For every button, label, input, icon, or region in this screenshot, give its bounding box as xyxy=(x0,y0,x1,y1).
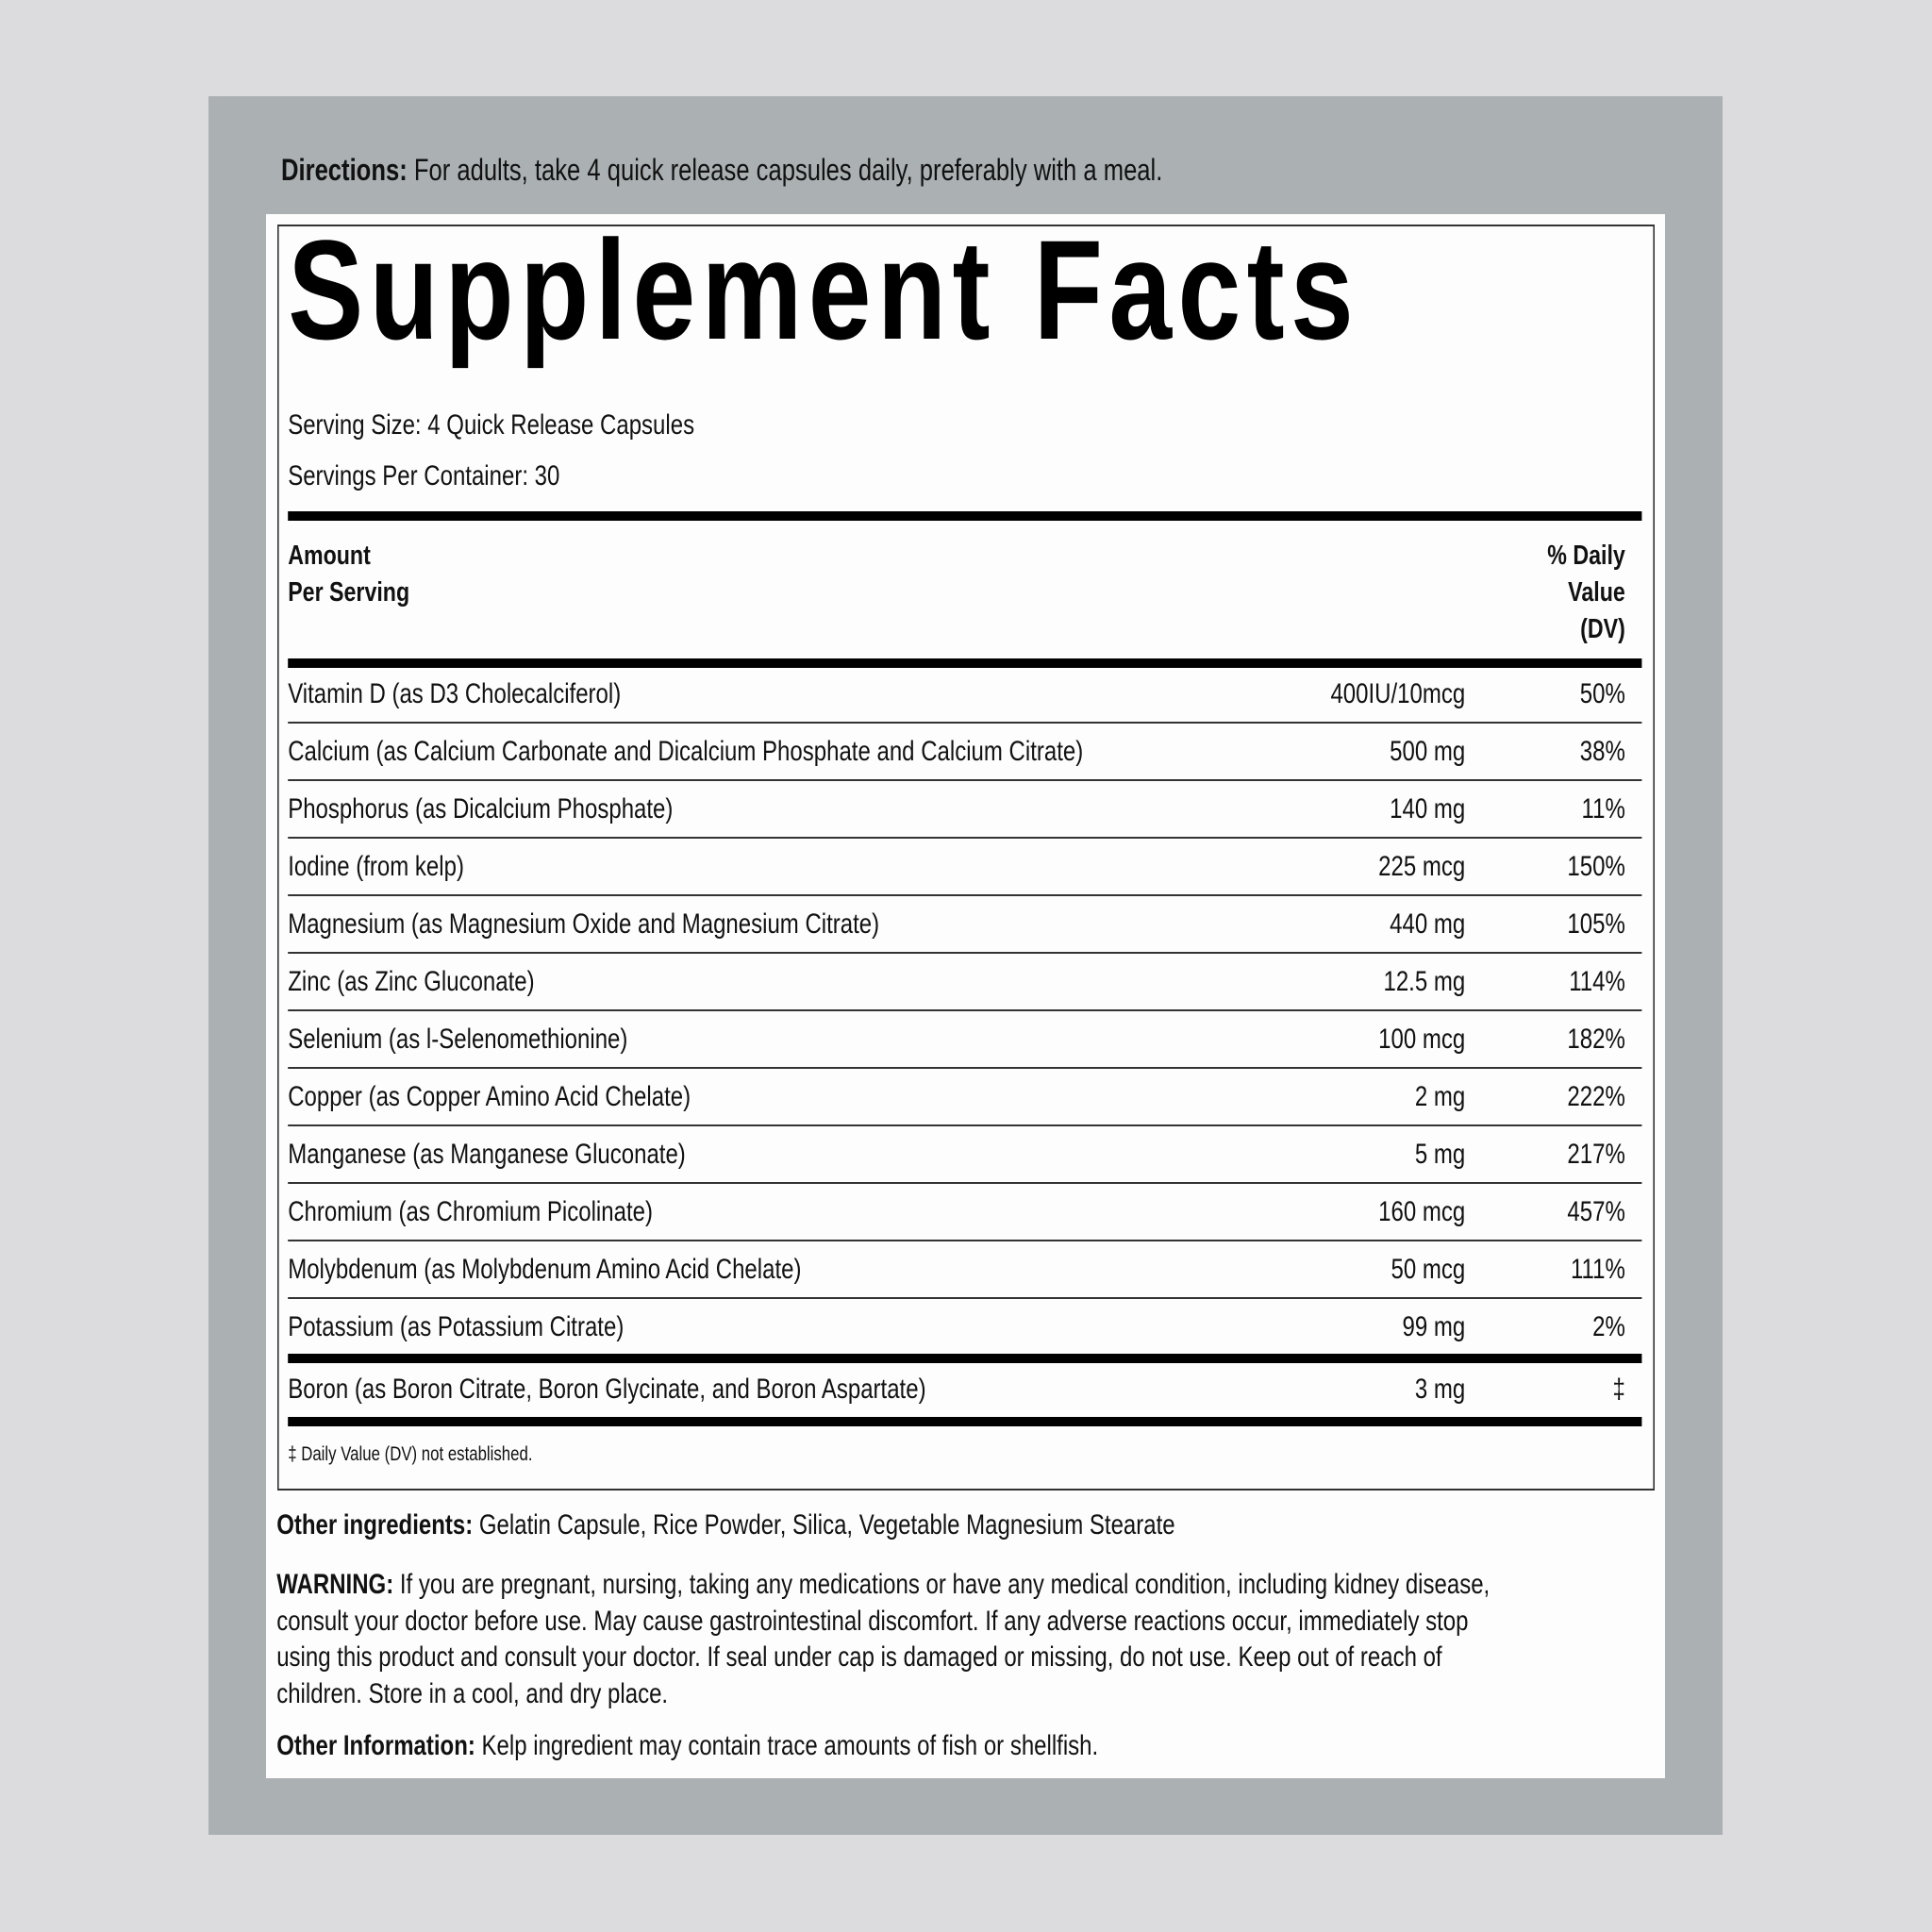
table-row: Calcium (as Calcium Carbonate and Dicalc… xyxy=(288,724,1642,781)
nutrient-name: Copper (as Copper Amino Acid Chelate) xyxy=(288,1081,691,1112)
directions: Directions: For adults, take 4 quick rel… xyxy=(281,155,1162,185)
header-dv-3: (DV) xyxy=(1580,614,1625,644)
nutrient-amount: 100 mcg xyxy=(1378,1024,1466,1055)
table-row: Chromium (as Chromium Picolinate) 160 mcg… xyxy=(288,1184,1642,1241)
label-white-area xyxy=(266,214,1665,1778)
nutrient-name: Molybdenum (as Molybdenum Amino Acid Che… xyxy=(288,1254,802,1285)
nutrient-amount: 160 mcg xyxy=(1378,1196,1466,1227)
nutrient-dv: ‡ xyxy=(1612,1374,1625,1405)
other-information: Other Information: Kelp ingredient may c… xyxy=(276,1732,1098,1760)
nutrient-name: Manganese (as Manganese Gluconate) xyxy=(288,1139,686,1170)
nutrient-amount: 440 mg xyxy=(1390,908,1466,940)
label-content: Directions: For adults, take 4 quick rel… xyxy=(266,0,1665,1932)
table-row: Magnesium (as Magnesium Oxide and Magnes… xyxy=(288,896,1642,954)
header-dv-2: Value xyxy=(1568,577,1625,608)
warning: WARNING: If you are pregnant, nursing, t… xyxy=(276,1567,1490,1712)
nutrient-amount: 400IU/10mcg xyxy=(1330,678,1466,709)
table-row: Molybdenum (as Molybdenum Amino Acid Che… xyxy=(288,1241,1642,1299)
nutrient-dv: 182% xyxy=(1567,1024,1625,1055)
nutrient-amount: 12.5 mg xyxy=(1383,966,1466,997)
warning-line: If you are pregnant, nursing, taking any… xyxy=(393,1569,1491,1600)
nutrient-dv: 217% xyxy=(1567,1139,1625,1170)
nutrient-dv: 111% xyxy=(1570,1254,1625,1285)
nutrient-dv: 2% xyxy=(1592,1311,1625,1342)
table-row: Potassium (as Potassium Citrate) 99 mg 2% xyxy=(288,1299,1641,1355)
warning-line: children. Store in a cool, and dry place… xyxy=(276,1677,669,1709)
nutrient-dv: 105% xyxy=(1567,908,1625,940)
other-information-label: Other Information: xyxy=(276,1730,475,1761)
servings-per-container: Servings Per Container: 30 xyxy=(288,460,560,491)
serving-size: Serving Size: 4 Quick Release Capsules xyxy=(288,409,695,441)
nutrient-name: Potassium (as Potassium Citrate) xyxy=(288,1311,625,1342)
nutrient-amount: 50 mcg xyxy=(1391,1254,1466,1285)
warning-label: WARNING: xyxy=(276,1569,394,1600)
thick-divider xyxy=(288,511,1642,521)
header-per-serving: Per Serving xyxy=(288,577,410,608)
thick-divider xyxy=(288,1417,1642,1426)
nutrient-name: Phosphorus (as Dicalcium Phosphate) xyxy=(288,793,674,824)
other-ingredients-text: Gelatin Capsule, Rice Powder, Silica, Ve… xyxy=(473,1509,1175,1541)
nutrient-name: Vitamin D (as D3 Cholecalciferol) xyxy=(288,678,622,709)
other-ingredients-label: Other ingredients: xyxy=(276,1509,474,1541)
thick-divider xyxy=(288,1354,1642,1363)
nutrient-name: Chromium (as Chromium Picolinate) xyxy=(288,1196,653,1227)
page-title: Supplement Facts xyxy=(288,210,1360,369)
other-ingredients: Other ingredients: Gelatin Capsule, Rice… xyxy=(276,1511,1174,1540)
nutrient-dv: 11% xyxy=(1581,793,1625,824)
nutrient-name: Boron (as Boron Citrate, Boron Glycinate… xyxy=(288,1374,926,1405)
table-row: Phosphorus (as Dicalcium Phosphate) 140 m… xyxy=(288,781,1642,839)
nutrient-amount: 99 mg xyxy=(1402,1311,1466,1342)
nutrient-amount: 2 mg xyxy=(1414,1081,1466,1112)
nutrient-amount: 500 mg xyxy=(1390,736,1466,767)
footnote: ‡ Daily Value (DV) not established. xyxy=(288,1443,533,1465)
nutrient-name: Zinc (as Zinc Gluconate) xyxy=(288,966,535,997)
table-row: Selenium (as l-Selenomethionine) 100 mcg 1… xyxy=(288,1011,1642,1069)
nutrient-amount: 5 mg xyxy=(1414,1139,1466,1170)
warning-line: using this product and consult your doct… xyxy=(276,1641,1442,1673)
table-row: Vitamin D (as D3 Cholecalciferol) 400IU/1… xyxy=(288,666,1642,724)
nutrient-name: Calcium (as Calcium Carbonate and Dicalc… xyxy=(288,736,1084,767)
header-amount: Amount xyxy=(288,541,371,571)
table-row-boron: Boron (as Boron Citrate, Boron Glycinate… xyxy=(288,1361,1641,1417)
nutrient-name: Iodine (from kelp) xyxy=(288,851,464,882)
nutrient-dv: 222% xyxy=(1567,1081,1625,1112)
header-dv-1: % Daily xyxy=(1547,541,1625,571)
nutrient-amount: 3 mg xyxy=(1414,1374,1466,1405)
thick-divider xyxy=(288,658,1642,668)
table-row: Manganese (as Manganese Gluconate) 5 mg 21… xyxy=(288,1126,1642,1184)
nutrient-amount: 225 mcg xyxy=(1378,851,1466,882)
nutrient-name: Selenium (as l-Selenomethionine) xyxy=(288,1024,628,1055)
table-row: Copper (as Copper Amino Acid Chelate) 2 m… xyxy=(288,1069,1642,1126)
table-row: Iodine (from kelp) 225 mcg 150% xyxy=(288,839,1642,896)
nutrient-amount: 140 mg xyxy=(1390,793,1466,824)
nutrient-dv: 50% xyxy=(1579,678,1625,709)
directions-label: Directions: xyxy=(281,153,408,187)
nutrient-dv: 114% xyxy=(1569,966,1625,997)
table-row: Zinc (as Zinc Gluconate) 12.5 mg 114% xyxy=(288,954,1642,1011)
nutrient-dv: 150% xyxy=(1567,851,1625,882)
warning-line: consult your doctor before use. May caus… xyxy=(276,1605,1469,1637)
amount-per-serving-header: Amount Per Serving xyxy=(288,538,409,611)
supplement-facts-box: Supplement Facts Serving Size: 4 Quick R… xyxy=(277,219,1655,1491)
nutrient-dv: 38% xyxy=(1579,736,1625,767)
nutrient-dv: 457% xyxy=(1567,1196,1625,1227)
daily-value-header: % Daily Value (DV) xyxy=(1547,538,1625,648)
directions-text: For adults, take 4 quick release capsule… xyxy=(407,153,1163,187)
other-information-text: Kelp ingredient may contain trace amount… xyxy=(475,1730,1099,1761)
nutrient-name: Magnesium (as Magnesium Oxide and Magnes… xyxy=(288,908,880,940)
